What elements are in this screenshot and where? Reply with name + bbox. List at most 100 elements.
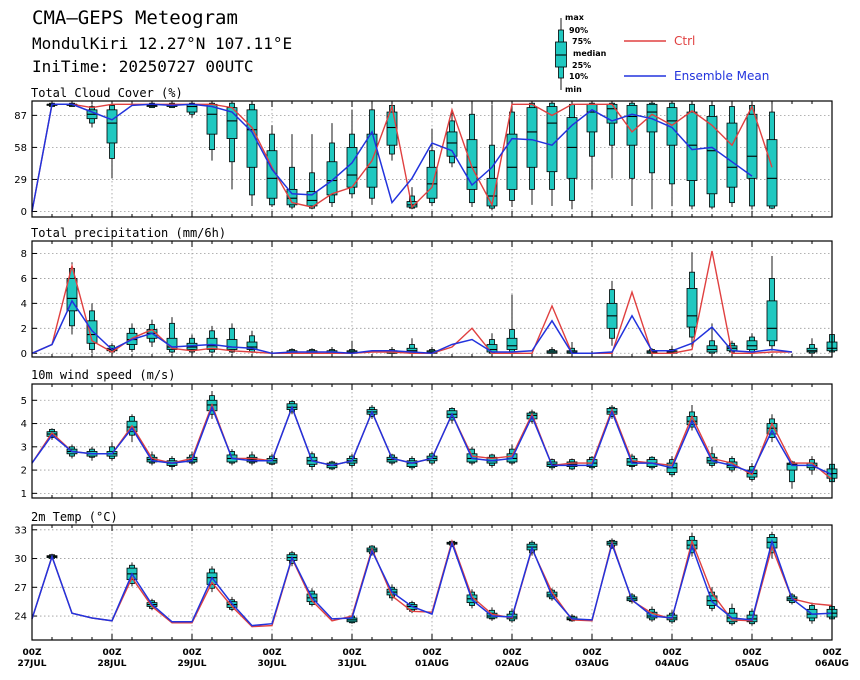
box-plot [426, 128, 438, 206]
legend-box-label: 75% [572, 37, 591, 46]
box-p25-p75 [186, 103, 198, 113]
box-plot [206, 102, 218, 161]
box-plot [226, 102, 238, 190]
legend-box-label: median [573, 49, 607, 58]
ctrl-line [31, 250, 792, 354]
box-plot [326, 123, 338, 208]
box-p25-p75 [206, 103, 218, 135]
box-p25-p75 [806, 347, 818, 353]
x-tick-hour: 00Z [22, 648, 42, 658]
x-tick-hour: 00Z [742, 648, 762, 658]
ensemble-mean-line [31, 299, 793, 355]
x-tick-date: 02AUG [495, 659, 529, 669]
x-tick-date: 01AUG [415, 659, 449, 669]
legend-box-label: min [565, 85, 582, 94]
x-tick-date: 31JUL [338, 659, 367, 669]
box-plot [106, 103, 118, 179]
ensemble-mean-line [31, 103, 753, 212]
box-p25-p75 [446, 131, 458, 157]
x-tick-date: 30JUL [258, 659, 287, 669]
panel-frame [31, 383, 833, 499]
y-tick-label: 8 [21, 249, 27, 260]
box-plot [546, 102, 558, 206]
x-tick-hour: 00Z [342, 648, 362, 658]
box-p10-p90 [169, 322, 175, 353]
box-plot [346, 340, 358, 354]
page-title: CMA—GEPS Meteogram [32, 7, 238, 29]
x-tick-date: 05AUG [735, 659, 769, 669]
box-plot [406, 338, 418, 354]
box-p25-p75 [526, 107, 538, 168]
box-p25-p75 [506, 133, 518, 190]
ensemble-mean-line [31, 538, 833, 627]
box-plot [666, 102, 678, 206]
ctrl-line [31, 103, 773, 212]
x-tick-hour: 00Z [182, 648, 202, 658]
box-plot [246, 103, 258, 206]
legend-ctrl-label: Ctrl [674, 34, 695, 48]
y-tick-label: 58 [14, 143, 27, 154]
y-tick-label: 3 [21, 442, 27, 453]
legend-mean-label: Ensemble Mean [674, 69, 769, 83]
panel-frame [31, 240, 833, 358]
x-tick-hour: 00Z [422, 648, 442, 658]
box-plot [566, 103, 578, 210]
box-plot [746, 333, 758, 354]
panel-frame [31, 524, 833, 641]
box-plot [566, 458, 578, 471]
x-tick-hour: 00Z [502, 648, 522, 658]
y-tick-label: 0 [21, 207, 27, 218]
box-p25-p75 [746, 340, 758, 350]
box-p25-p75 [426, 166, 438, 199]
box-p25-p75 [766, 139, 778, 207]
panel-title: 10m wind speed (m/s) [31, 368, 176, 382]
box-p25-p75 [466, 139, 478, 190]
box-plot [546, 347, 558, 354]
x-tick-hour: 00Z [262, 648, 282, 658]
box-plot [626, 102, 638, 206]
panel-frame [31, 100, 833, 218]
y-tick-label: 87 [14, 111, 27, 122]
box-plot [806, 338, 818, 354]
box-p25-p75 [106, 109, 118, 144]
box-p25-p75 [626, 105, 638, 146]
x-tick-hour: 00Z [102, 648, 122, 658]
box-plot [606, 102, 618, 179]
box-p25-p75 [746, 113, 758, 179]
y-tick-label: 2 [21, 324, 27, 335]
box-plot [286, 134, 298, 210]
box-p25-p75 [706, 345, 718, 353]
panel-title: 2m Temp (°C) [31, 510, 118, 524]
y-tick-label: 27 [14, 583, 27, 594]
x-tick-hour: 00Z [822, 648, 842, 658]
box-p25-p75 [686, 287, 698, 328]
y-tick-label: 4 [21, 419, 27, 430]
box-p10-p90 [649, 102, 655, 174]
location-label: MondulKiri 12.27°N 107.11°E [32, 34, 293, 53]
y-tick-label: 24 [14, 612, 27, 623]
y-tick-label: 1 [21, 489, 27, 500]
x-tick-date: 27JUL [18, 659, 47, 669]
box-plot [746, 103, 758, 210]
box-plot [306, 134, 318, 210]
box-plot [706, 323, 718, 354]
box-p25-p75 [766, 300, 778, 342]
box-p25-p75 [726, 122, 738, 188]
box-plot [726, 103, 738, 208]
box-plot [246, 330, 258, 354]
panel-2 [31, 383, 838, 499]
y-tick-label: 4 [21, 299, 27, 310]
box-plot [446, 112, 458, 168]
box-p25-p75 [686, 111, 698, 181]
box-p25-p75 [586, 103, 598, 133]
box-plot [766, 255, 778, 351]
box-p25-p75 [66, 278, 78, 312]
y-tick-label: 2 [21, 466, 27, 477]
box-plot [686, 252, 698, 348]
panel-1 [31, 240, 838, 358]
box-plot [506, 103, 518, 208]
ensemble-mean-line [31, 405, 833, 476]
box-plot [686, 103, 698, 210]
legend-box-label: 25% [572, 61, 591, 70]
